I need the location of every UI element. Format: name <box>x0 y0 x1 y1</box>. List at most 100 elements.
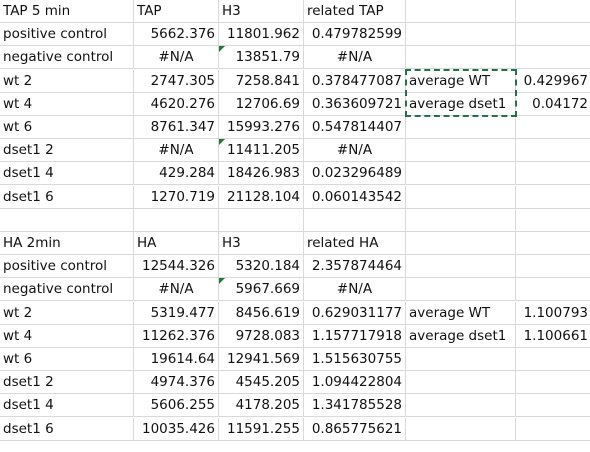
cell-r3-c5[interactable] <box>406 46 516 70</box>
cell-r18-c1[interactable]: dset1 4 <box>0 394 134 418</box>
cell-r18-c4[interactable]: 1.341785528 <box>304 394 406 418</box>
cell-r10-c3[interactable] <box>219 208 304 232</box>
cell-r5-c3[interactable]: 12706.69 <box>219 92 304 116</box>
cell-r9-c2[interactable]: 1270.719 <box>134 185 219 209</box>
cell-r4-c6[interactable]: 0.429967 <box>516 70 590 93</box>
cell-r17-c4[interactable]: 1.094422804 <box>304 371 406 395</box>
cell-r4-c5[interactable]: average WT <box>406 69 516 93</box>
cell-r2-c3[interactable]: 11801.962 <box>219 23 304 47</box>
cell-r6-c5[interactable] <box>406 116 516 139</box>
cell-r8-c2[interactable]: 429.284 <box>134 162 219 186</box>
cell-r1-c1[interactable]: TAP 5 min <box>0 0 134 23</box>
cell-r15-c1[interactable]: wt 4 <box>0 324 134 348</box>
cell-r9-c1[interactable]: dset1 6 <box>0 185 134 209</box>
cell-r7-c2[interactable]: #N/A <box>134 139 219 163</box>
cell-r14-c1[interactable]: wt 2 <box>0 301 134 325</box>
cell-r4-c2[interactable]: 2747.305 <box>134 69 219 93</box>
cell-r11-c1[interactable]: HA 2min <box>0 232 134 255</box>
cell-r6-c3[interactable]: 15993.276 <box>219 116 304 139</box>
cell-r12-c6[interactable] <box>516 255 590 279</box>
cell-r13-c2[interactable]: #N/A <box>134 278 219 302</box>
cell-r17-c6[interactable] <box>516 371 590 395</box>
cell-r6-c2[interactable]: 8761.347 <box>134 116 219 139</box>
cell-r16-c1[interactable]: wt 6 <box>0 348 134 371</box>
cell-r8-c3[interactable]: 18426.983 <box>219 162 304 186</box>
cell-r15-c6[interactable]: 1.100661 <box>516 325 590 348</box>
cell-r16-c4[interactable]: 1.515630755 <box>304 348 406 371</box>
cell-r15-c3[interactable]: 9728.083 <box>219 324 304 348</box>
cell-r9-c5[interactable] <box>406 185 516 209</box>
cell-r10-c2[interactable] <box>134 208 219 232</box>
cell-r17-c3[interactable]: 4545.205 <box>219 371 304 395</box>
cell-r3-c2[interactable]: #N/A <box>134 46 219 70</box>
cell-r18-c6[interactable] <box>516 394 590 418</box>
cell-r1-c4[interactable]: related TAP <box>304 0 406 23</box>
cell-r11-c2[interactable]: HA <box>134 232 219 255</box>
cell-r17-c2[interactable]: 4974.376 <box>134 371 219 395</box>
cell-r3-c4[interactable]: #N/A <box>304 46 406 70</box>
cell-r7-c4[interactable]: #N/A <box>304 139 406 163</box>
cell-r11-c3[interactable]: H3 <box>219 232 304 255</box>
cell-r15-c2[interactable]: 11262.376 <box>134 324 219 348</box>
cell-r19-c6[interactable] <box>516 418 590 441</box>
cell-r13-c5[interactable] <box>406 278 516 302</box>
cell-r8-c4[interactable]: 0.023296489 <box>304 162 406 186</box>
cell-r19-c5[interactable] <box>406 417 516 441</box>
cell-r5-c6[interactable]: 0.04172 <box>516 93 590 116</box>
cell-r4-c3[interactable]: 7258.841 <box>219 69 304 93</box>
cell-r12-c2[interactable]: 12544.326 <box>134 255 219 279</box>
cell-r8-c5[interactable] <box>406 162 516 186</box>
cell-r5-c2[interactable]: 4620.276 <box>134 92 219 116</box>
cell-r2-c4[interactable]: 0.479782599 <box>304 23 406 47</box>
cell-r19-c3[interactable]: 11591.255 <box>219 417 304 441</box>
cell-r12-c1[interactable]: positive control <box>0 255 134 279</box>
cell-r5-c4[interactable]: 0.363609721 <box>304 92 406 116</box>
cell-r3-c6[interactable] <box>516 46 590 70</box>
cell-r17-c1[interactable]: dset1 2 <box>0 371 134 395</box>
cell-r14-c6[interactable]: 1.100793 <box>516 302 590 325</box>
cell-r9-c4[interactable]: 0.060143542 <box>304 185 406 209</box>
cell-r2-c2[interactable]: 5662.376 <box>134 23 219 47</box>
cell-r18-c3[interactable]: 4178.205 <box>219 394 304 418</box>
cell-r13-c6[interactable] <box>516 278 590 302</box>
cell-r18-c5[interactable] <box>406 394 516 418</box>
cell-r1-c2[interactable]: TAP <box>134 0 219 23</box>
cell-r14-c3[interactable]: 8456.619 <box>219 301 304 325</box>
cell-r14-c2[interactable]: 5319.477 <box>134 301 219 325</box>
cell-r11-c4[interactable]: related HA <box>304 232 406 255</box>
cell-r13-c4[interactable]: #N/A <box>304 278 406 302</box>
cell-r1-c3[interactable]: H3 <box>219 0 304 23</box>
cell-r16-c6[interactable] <box>516 348 590 371</box>
cell-r14-c4[interactable]: 0.629031177 <box>304 301 406 325</box>
cell-r15-c5[interactable]: average dset1 <box>406 324 516 348</box>
cell-r12-c5[interactable] <box>406 255 516 279</box>
cell-r9-c3[interactable]: 21128.104 <box>219 185 304 209</box>
cell-r13-c3[interactable]: 5967.669 <box>219 278 304 302</box>
cell-r16-c5[interactable] <box>406 348 516 371</box>
cell-r2-c6[interactable] <box>516 23 590 47</box>
cell-r1-c5[interactable] <box>406 0 516 23</box>
cell-r6-c6[interactable] <box>516 116 590 139</box>
cell-r18-c2[interactable]: 5606.255 <box>134 394 219 418</box>
cell-r16-c2[interactable]: 19614.64 <box>134 348 219 371</box>
cell-r6-c4[interactable]: 0.547814407 <box>304 116 406 139</box>
cell-r7-c3[interactable]: 11411.205 <box>219 139 304 163</box>
cell-r3-c3[interactable]: 13851.79 <box>219 46 304 70</box>
cell-r19-c2[interactable]: 10035.426 <box>134 417 219 441</box>
cell-r10-c4[interactable] <box>304 208 406 232</box>
cell-r15-c4[interactable]: 1.157717918 <box>304 324 406 348</box>
cell-r1-c6[interactable] <box>516 0 590 23</box>
cell-r13-c1[interactable]: negative control <box>0 278 134 302</box>
cell-r6-c1[interactable]: wt 6 <box>0 116 134 139</box>
cell-r16-c3[interactable]: 12941.569 <box>219 348 304 371</box>
cell-r10-c1[interactable] <box>0 208 134 232</box>
cell-r4-c4[interactable]: 0.378477087 <box>304 69 406 93</box>
cell-r19-c4[interactable]: 0.865775621 <box>304 417 406 441</box>
cell-r4-c1[interactable]: wt 2 <box>0 69 134 93</box>
cell-r10-c5[interactable] <box>406 208 516 232</box>
cell-r7-c6[interactable] <box>516 139 590 163</box>
cell-r11-c6[interactable] <box>516 232 590 255</box>
cell-r19-c1[interactable]: dset1 6 <box>0 417 134 441</box>
cell-r12-c3[interactable]: 5320.184 <box>219 255 304 279</box>
cell-r5-c5[interactable]: average dset1 <box>406 92 516 116</box>
